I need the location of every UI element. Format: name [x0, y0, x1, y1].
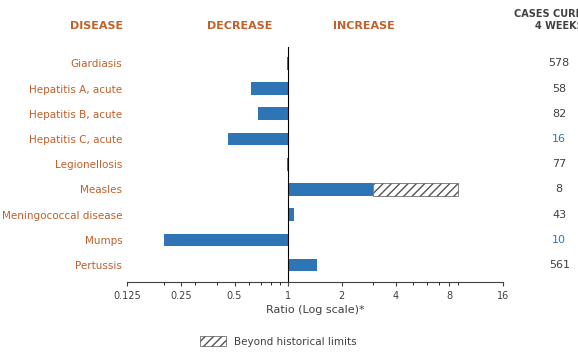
Bar: [373, 183, 458, 196]
Text: INCREASE: INCREASE: [333, 21, 395, 31]
Text: DISEASE: DISEASE: [71, 21, 124, 31]
Bar: [287, 57, 288, 70]
Bar: [164, 234, 288, 246]
Bar: [258, 108, 288, 120]
Text: 16: 16: [552, 134, 566, 144]
Text: 77: 77: [552, 159, 566, 169]
Text: 43: 43: [552, 210, 566, 220]
X-axis label: Ratio (Log scale)*: Ratio (Log scale)*: [266, 305, 364, 315]
Text: 561: 561: [549, 260, 570, 270]
Bar: [287, 158, 288, 170]
Bar: [288, 208, 294, 221]
Text: 10: 10: [552, 235, 566, 245]
Bar: [288, 183, 373, 196]
Text: 82: 82: [552, 109, 566, 119]
Text: DECREASE: DECREASE: [207, 21, 273, 31]
Text: 8: 8: [555, 184, 563, 195]
Bar: [228, 133, 288, 145]
Text: CASES CURRENT
4 WEEKS: CASES CURRENT 4 WEEKS: [514, 9, 578, 31]
Bar: [251, 82, 288, 95]
Text: 58: 58: [552, 83, 566, 93]
Legend: Beyond historical limits: Beyond historical limits: [200, 336, 357, 347]
Text: 578: 578: [549, 58, 570, 68]
Bar: [288, 259, 317, 271]
